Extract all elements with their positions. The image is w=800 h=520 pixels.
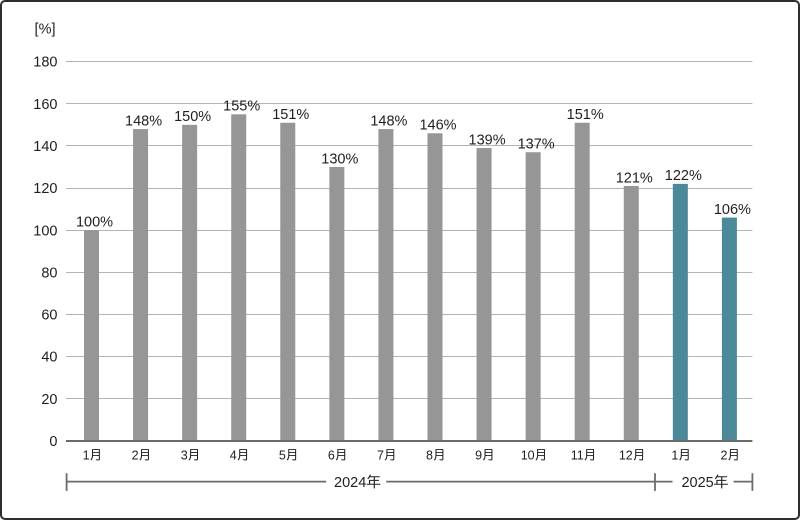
svg-text:106%: 106% xyxy=(714,202,751,218)
svg-text:121%: 121% xyxy=(616,170,653,186)
svg-text:7: 7 xyxy=(377,448,384,462)
svg-text:146%: 146% xyxy=(419,118,456,134)
svg-text:155%: 155% xyxy=(223,99,260,115)
svg-text:160: 160 xyxy=(33,97,57,113)
svg-text:180: 180 xyxy=(33,55,57,71)
svg-text:122%: 122% xyxy=(665,168,702,184)
svg-text:151%: 151% xyxy=(272,107,309,123)
svg-text:5: 5 xyxy=(279,448,286,462)
svg-text:20: 20 xyxy=(41,392,57,408)
svg-text:[%]: [%] xyxy=(35,22,56,38)
svg-text:80: 80 xyxy=(41,265,57,281)
svg-text:11: 11 xyxy=(571,448,584,462)
svg-text:120: 120 xyxy=(33,181,57,197)
svg-text:140: 140 xyxy=(33,139,57,155)
svg-text:3: 3 xyxy=(181,448,188,462)
svg-text:1: 1 xyxy=(671,448,678,462)
svg-text:4: 4 xyxy=(230,448,237,462)
svg-text:148%: 148% xyxy=(370,113,407,129)
svg-text:151%: 151% xyxy=(567,107,604,123)
svg-text:12: 12 xyxy=(619,448,633,462)
svg-text:10: 10 xyxy=(521,448,535,462)
svg-text:130%: 130% xyxy=(321,151,358,167)
svg-text:1: 1 xyxy=(83,448,90,462)
svg-text:148%: 148% xyxy=(125,113,162,129)
svg-text:40: 40 xyxy=(41,350,57,366)
svg-text:60: 60 xyxy=(41,308,57,324)
svg-text:137%: 137% xyxy=(518,137,555,153)
svg-text:0: 0 xyxy=(49,434,57,450)
svg-text:139%: 139% xyxy=(469,132,506,148)
svg-text:2025: 2025 xyxy=(681,475,713,491)
svg-text:2: 2 xyxy=(720,448,727,462)
svg-text:100%: 100% xyxy=(76,215,113,231)
svg-text:8: 8 xyxy=(426,448,433,462)
svg-text:150%: 150% xyxy=(174,109,211,125)
svg-text:100: 100 xyxy=(33,223,57,239)
svg-text:2: 2 xyxy=(132,448,139,462)
svg-text:2024: 2024 xyxy=(334,475,366,491)
svg-text:6: 6 xyxy=(328,448,335,462)
svg-text:9: 9 xyxy=(475,448,482,462)
